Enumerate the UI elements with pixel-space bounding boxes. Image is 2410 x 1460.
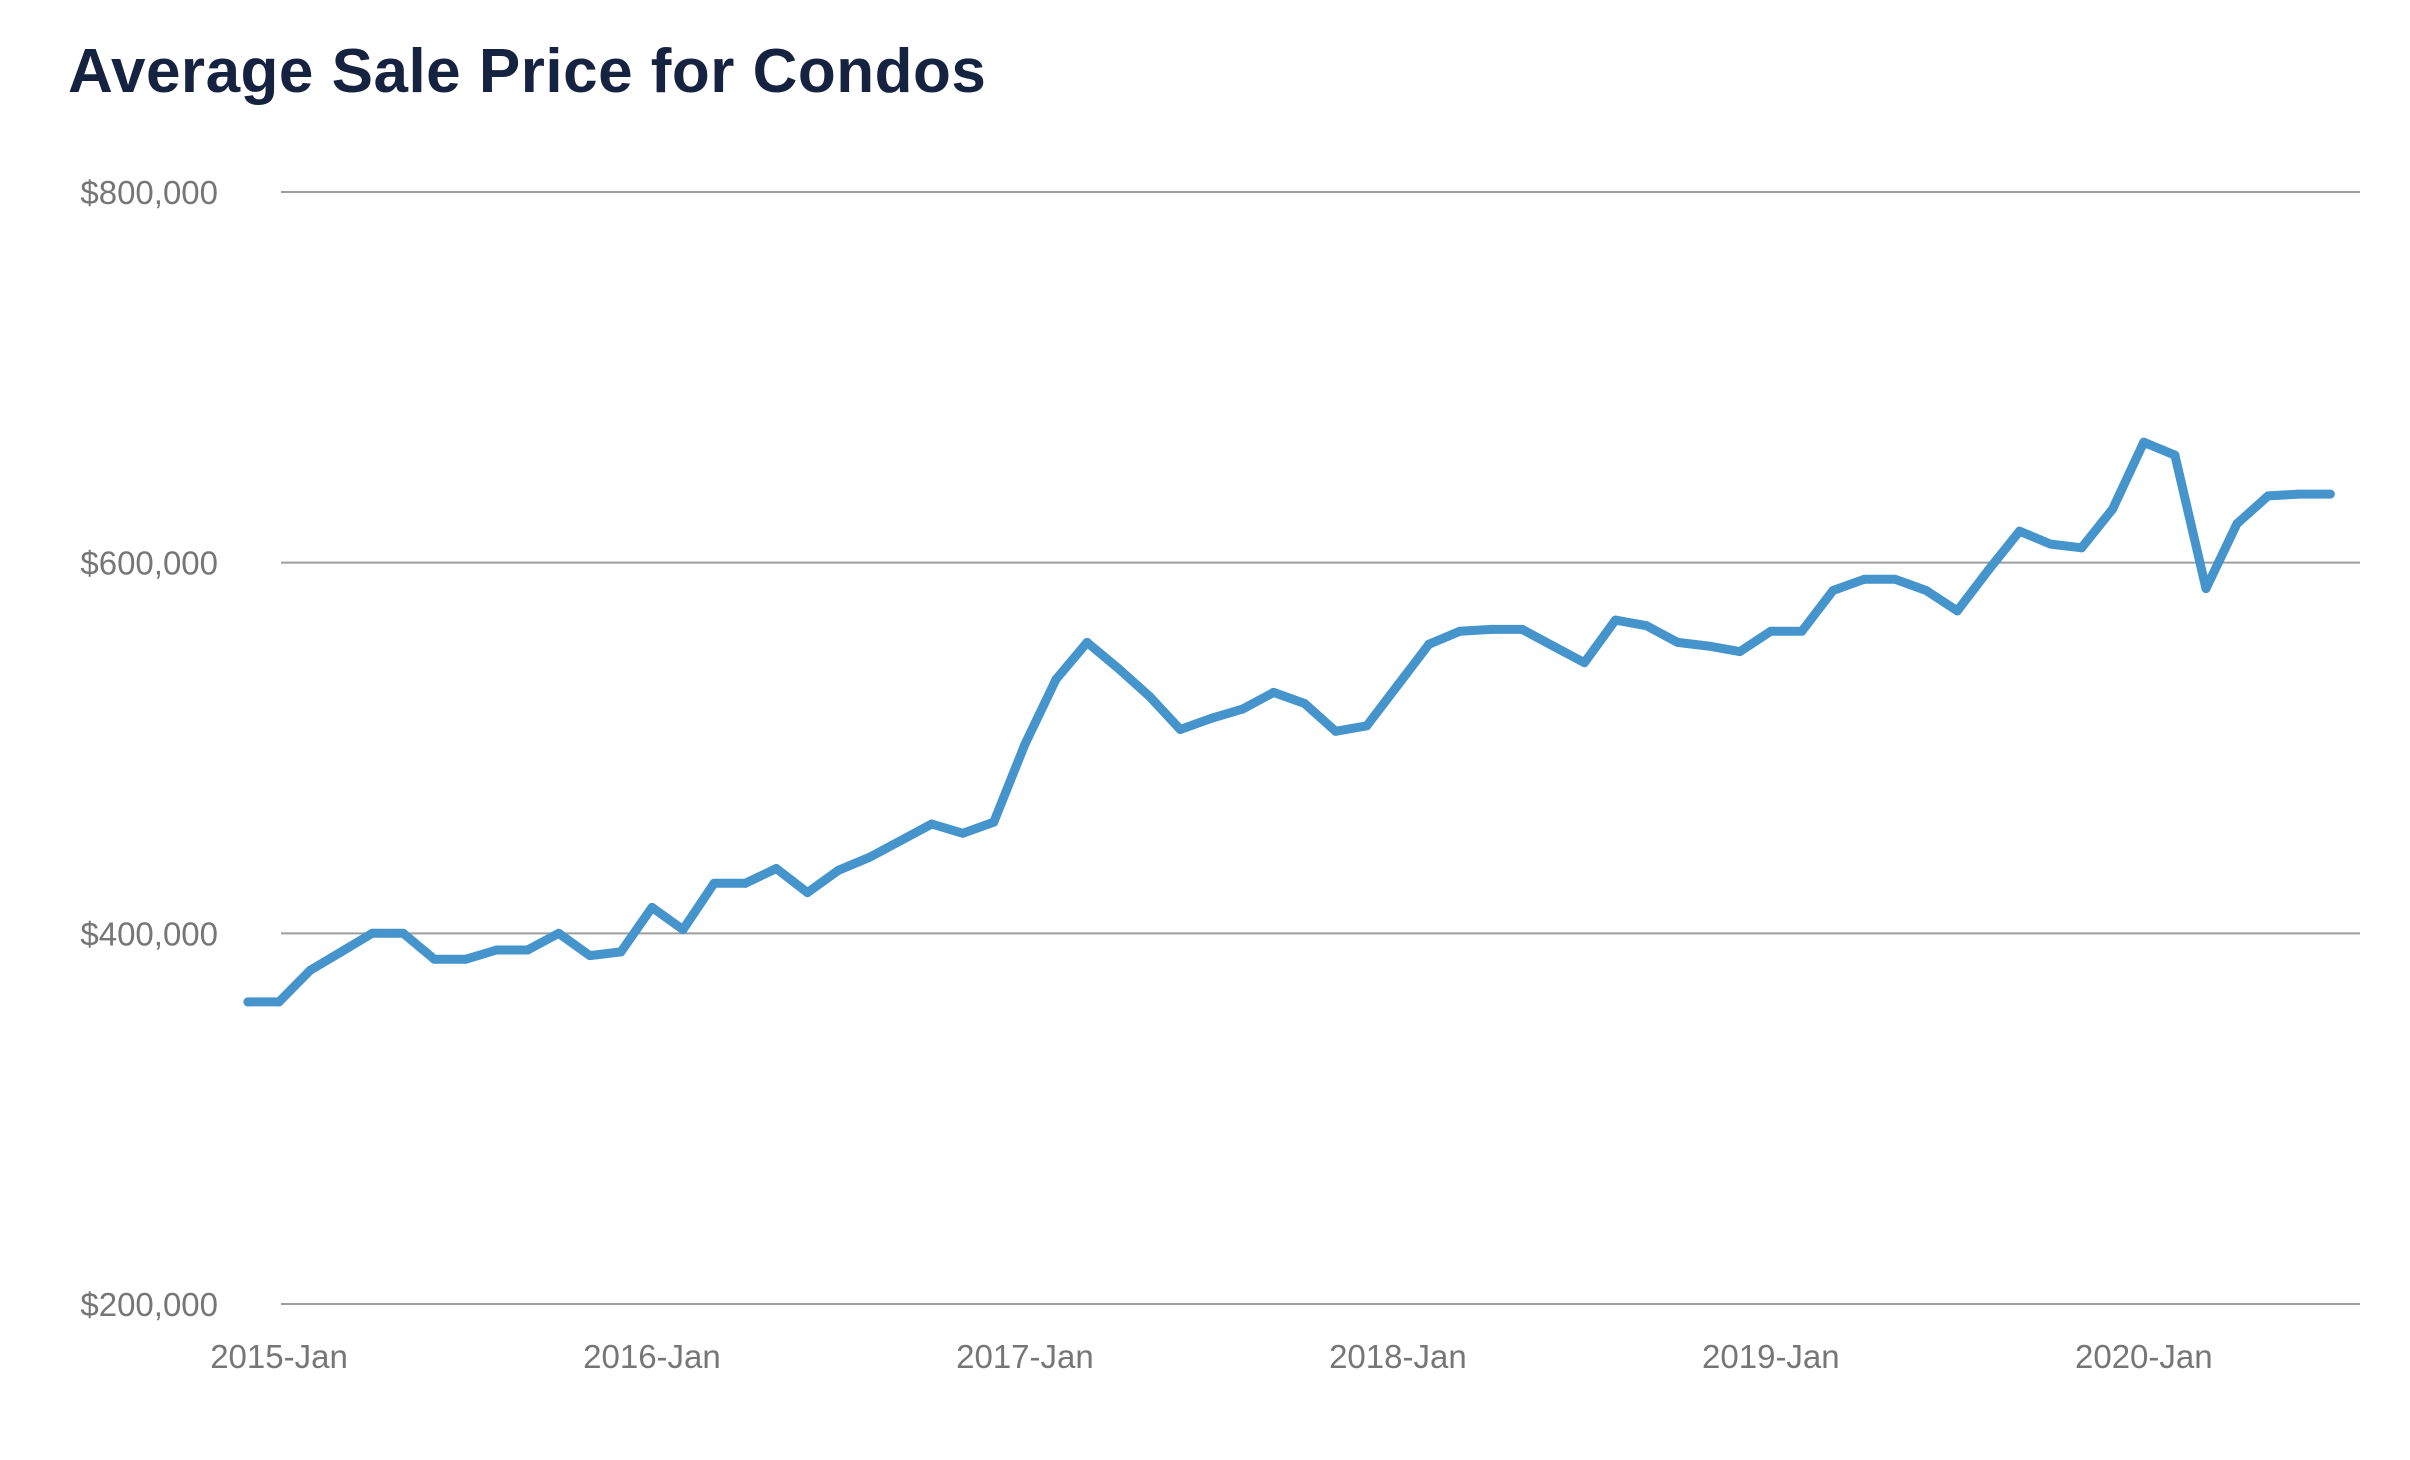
data-point bbox=[1237, 704, 1247, 714]
data-point bbox=[1548, 641, 1558, 651]
data-point bbox=[1486, 624, 1496, 634]
data-point bbox=[1206, 713, 1216, 723]
data-point bbox=[616, 947, 626, 957]
data-point bbox=[585, 951, 595, 961]
data-point bbox=[2108, 504, 2118, 514]
data-point bbox=[2077, 543, 2087, 553]
x-tick-label: 2019-Jan bbox=[1702, 1338, 1840, 1375]
series-line bbox=[243, 437, 2335, 1007]
y-tick-label: $800,000 bbox=[80, 174, 218, 211]
data-point bbox=[1269, 687, 1279, 697]
data-point bbox=[1424, 639, 1434, 649]
data-point bbox=[1921, 585, 1931, 595]
data-point bbox=[2170, 450, 2180, 460]
data-point bbox=[243, 997, 253, 1007]
chart-title: Average Sale Price for Condos bbox=[68, 37, 987, 106]
data-point bbox=[1051, 674, 1061, 684]
data-point bbox=[398, 928, 408, 938]
data-point bbox=[647, 902, 657, 912]
data-point bbox=[1704, 641, 1714, 651]
data-point bbox=[709, 878, 719, 888]
data-point bbox=[429, 954, 439, 964]
data-point bbox=[1983, 565, 1993, 575]
data-point bbox=[1735, 647, 1745, 657]
data-point bbox=[833, 865, 843, 875]
data-point bbox=[1673, 637, 1683, 647]
data-point bbox=[927, 819, 937, 829]
data-point bbox=[1175, 724, 1185, 734]
x-tick-label: 2018-Jan bbox=[1329, 1338, 1467, 1375]
data-point bbox=[2139, 437, 2149, 447]
data-point bbox=[1828, 585, 1838, 595]
data-point bbox=[989, 817, 999, 827]
data-point bbox=[2294, 489, 2304, 499]
data-point bbox=[865, 852, 875, 862]
data-point bbox=[1642, 621, 1652, 631]
data-point bbox=[523, 945, 533, 955]
x-tick-label: 2015-Jan bbox=[210, 1338, 348, 1375]
data-point bbox=[958, 828, 968, 838]
y-tick-label: $400,000 bbox=[80, 915, 218, 952]
data-point bbox=[678, 925, 688, 935]
y-tick-label: $600,000 bbox=[80, 545, 218, 582]
data-point bbox=[2014, 526, 2024, 536]
data-point bbox=[1890, 574, 1900, 584]
data-point bbox=[2232, 519, 2242, 529]
data-point bbox=[1393, 680, 1403, 690]
x-axis: 2015-Jan 2016-Jan 2017-Jan 2018-Jan 2019-Jan… bbox=[210, 1338, 2212, 1375]
x-tick-label: 2017-Jan bbox=[956, 1338, 1094, 1375]
gridlines bbox=[281, 191, 2360, 1305]
data-point bbox=[1859, 574, 1869, 584]
data-point bbox=[1952, 606, 1962, 616]
data-point bbox=[1797, 626, 1807, 636]
data-point bbox=[802, 888, 812, 898]
data-point bbox=[2201, 584, 2211, 594]
data-point bbox=[896, 836, 906, 846]
data-point bbox=[1020, 739, 1030, 749]
data-point bbox=[274, 997, 284, 1007]
x-tick-label: 2016-Jan bbox=[583, 1338, 721, 1375]
data-point bbox=[1766, 626, 1776, 636]
y-axis: $200,000 $400,000 $600,000 $800,000 bbox=[80, 174, 218, 1323]
data-point bbox=[1362, 721, 1372, 731]
x-tick-label: 2020-Jan bbox=[2075, 1338, 2213, 1375]
data-point bbox=[367, 928, 377, 938]
series-layer bbox=[243, 437, 2335, 1007]
y-tick-label: $200,000 bbox=[80, 1286, 218, 1323]
data-point bbox=[771, 863, 781, 873]
data-point bbox=[1610, 615, 1620, 625]
data-point bbox=[460, 954, 470, 964]
data-point bbox=[1113, 663, 1123, 673]
data-point bbox=[1300, 699, 1310, 709]
data-point bbox=[1082, 637, 1092, 647]
data-point bbox=[2325, 489, 2335, 499]
data-point bbox=[1144, 691, 1154, 701]
data-point bbox=[2046, 539, 2056, 549]
data-point bbox=[492, 945, 502, 955]
data-point bbox=[1331, 726, 1341, 736]
data-point bbox=[1455, 626, 1465, 636]
data-point bbox=[554, 928, 564, 938]
data-point bbox=[1579, 658, 1589, 668]
data-point bbox=[740, 878, 750, 888]
data-point bbox=[305, 965, 315, 975]
data-point bbox=[2263, 491, 2273, 501]
data-point bbox=[1517, 624, 1527, 634]
data-point bbox=[336, 947, 346, 957]
